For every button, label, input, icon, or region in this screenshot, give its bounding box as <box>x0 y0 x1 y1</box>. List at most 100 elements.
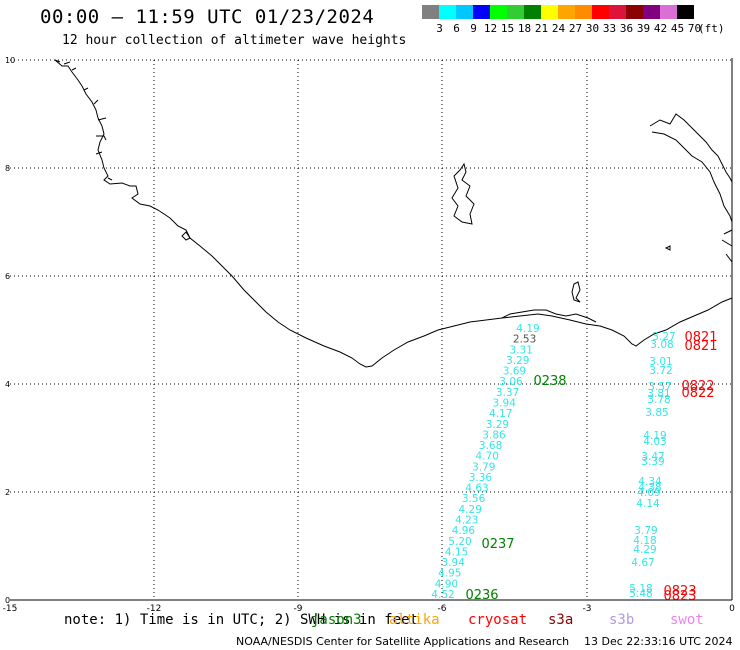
wave-height-label: 4.95 <box>438 568 461 580</box>
legend-swatch <box>643 5 660 19</box>
legend-level-label: 21 <box>534 22 549 35</box>
wave-height-label: 3.68 <box>479 440 502 452</box>
wave-height-label: 3.47 <box>641 451 664 463</box>
x-tick-label: -9 <box>294 604 303 614</box>
jason3-track-pass-02: 4.192.533.313.293.693.063.373.944.173.29… <box>431 323 566 603</box>
wave-height-label: 5.20 <box>448 536 471 548</box>
legend-unit: (ft) <box>698 22 725 35</box>
legend-jason3: jason3 <box>311 612 362 628</box>
legend-level-label: 42 <box>653 22 668 35</box>
legend-swatch <box>592 5 609 19</box>
wave-height-label: 3.79 <box>472 461 495 473</box>
x-tick-label: -12 <box>147 604 162 614</box>
wave-height-label: 3.69 <box>503 366 526 378</box>
wave-height-label: 3.36 <box>469 472 493 484</box>
legend-level-label: 6 <box>453 22 460 35</box>
wave-height-label: 4.09 <box>637 487 660 499</box>
credit-text: NOAA/NESDIS Center for Satellite Applica… <box>236 635 570 648</box>
y-tick-label: 4 <box>5 380 10 389</box>
wave-height-label: 4.03 <box>643 436 666 448</box>
wave-height-label: 3.39 <box>641 456 664 468</box>
wave-height-label: 3.72 <box>649 365 672 377</box>
note-text: note: 1) Time is in UTC; 2) SWH is in fe… <box>64 612 419 628</box>
legend-swatch <box>439 5 456 19</box>
y-tick-label: 10 <box>5 56 15 65</box>
legend-swatch <box>677 5 694 19</box>
y-tick-label: 0 <box>5 596 10 605</box>
y-tick-label: 2 <box>5 488 10 497</box>
pass-time-label: 0823 <box>663 584 696 599</box>
wave-height-label: 4.29 <box>459 504 482 516</box>
map-frame <box>10 58 733 601</box>
wave-height-label: 3.08 <box>650 339 673 351</box>
wave-height-label: 3.85 <box>645 407 668 419</box>
y-tick-label: 6 <box>5 272 10 281</box>
timestamp-text: 13 Dec 22:33:16 UTC 2024 <box>584 635 733 648</box>
legend-level-label: 45 <box>670 22 685 35</box>
wave-height-label: 4.38 <box>638 482 661 494</box>
wave-height-label: 3.94 <box>493 397 517 409</box>
page-subtitle: 12 hour collection of altimeter wave hei… <box>62 33 407 48</box>
x-tick-label: -15 <box>3 604 18 614</box>
legend-swatch <box>422 5 439 19</box>
wave-height-label: 4.15 <box>445 546 468 558</box>
pass-time-label: 0821 <box>684 339 717 354</box>
wave-height-label: 2.53 <box>513 334 536 346</box>
wave-height-label: 3.86 <box>482 429 506 441</box>
legend-swatch <box>660 5 677 19</box>
wave-height-label: 3.94 <box>442 557 466 569</box>
wave-height-label: 3.81 <box>647 388 670 400</box>
x-tick-label: -3 <box>583 604 592 614</box>
x-tick-label: -6 <box>438 604 447 614</box>
legend-level-label: 27 <box>568 22 583 35</box>
wave-height-label: 4.90 <box>435 578 458 590</box>
wave-height-label: 4.18 <box>633 535 656 547</box>
y-tick-label: 8 <box>5 164 10 173</box>
legend-cryosat: cryosat <box>468 612 528 628</box>
legend-swatch <box>507 5 524 19</box>
wave-height-label: 3.01 <box>649 356 672 368</box>
legend-swatch <box>575 5 592 19</box>
legend-s3b: s3b <box>609 612 635 628</box>
wave-height-label: 5.48 <box>629 588 652 600</box>
legend-swatch <box>626 5 643 19</box>
x-tick-label: 0 <box>729 604 735 614</box>
wave-height-label: 3.37 <box>496 387 519 399</box>
legend-level-label: 12 <box>483 22 498 35</box>
wave-height-label: 4.17 <box>489 408 512 420</box>
pass-time-label: 0821 <box>684 330 717 345</box>
wave-height-label: 4.14 <box>636 498 660 510</box>
wave-height-label: 3.27 <box>652 331 675 343</box>
wave-height-label: 4.29 <box>633 544 656 556</box>
wave-height-label: 3.57 <box>648 381 671 393</box>
legend-level-label: 9 <box>470 22 477 35</box>
wave-height-label: 3.06 <box>499 376 523 388</box>
pass-time-label: 0236 <box>465 588 498 603</box>
legend-swot: swot <box>670 612 704 628</box>
wave-height-label: 5.18 <box>629 583 652 595</box>
legend-level-label: 15 <box>500 22 515 35</box>
wave-height-label: 4.63 <box>465 483 488 495</box>
wave-height-label: 3.56 <box>462 493 486 505</box>
wave-height-label: 4.19 <box>643 430 666 442</box>
legend-swatch <box>558 5 575 19</box>
coastline <box>54 59 733 368</box>
legend-level-label: 30 <box>585 22 600 35</box>
legend-swatch <box>609 5 626 19</box>
wave-height-label: 4.52 <box>431 589 454 601</box>
wave-height-label: 4.67 <box>631 557 654 569</box>
wave-height-label: 3.78 <box>647 394 670 406</box>
wave-height-label: 4.34 <box>638 476 662 488</box>
legend-level-label: 39 <box>636 22 651 35</box>
wave-height-label: 3.29 <box>506 355 529 367</box>
wave-height-label: 3.79 <box>634 525 657 537</box>
pass-time-label: 0823 <box>663 589 696 604</box>
wave-height-label: 4.19 <box>516 323 539 335</box>
wave-height-label: 3.31 <box>510 344 533 356</box>
pass-time-label: 0822 <box>681 386 714 401</box>
legend-level-label: 33 <box>602 22 617 35</box>
page-title: 00:00 – 11:59 UTC 01/23/2024 <box>40 6 375 28</box>
legend-level-label: 3 <box>436 22 443 35</box>
legend-swatch <box>490 5 507 19</box>
